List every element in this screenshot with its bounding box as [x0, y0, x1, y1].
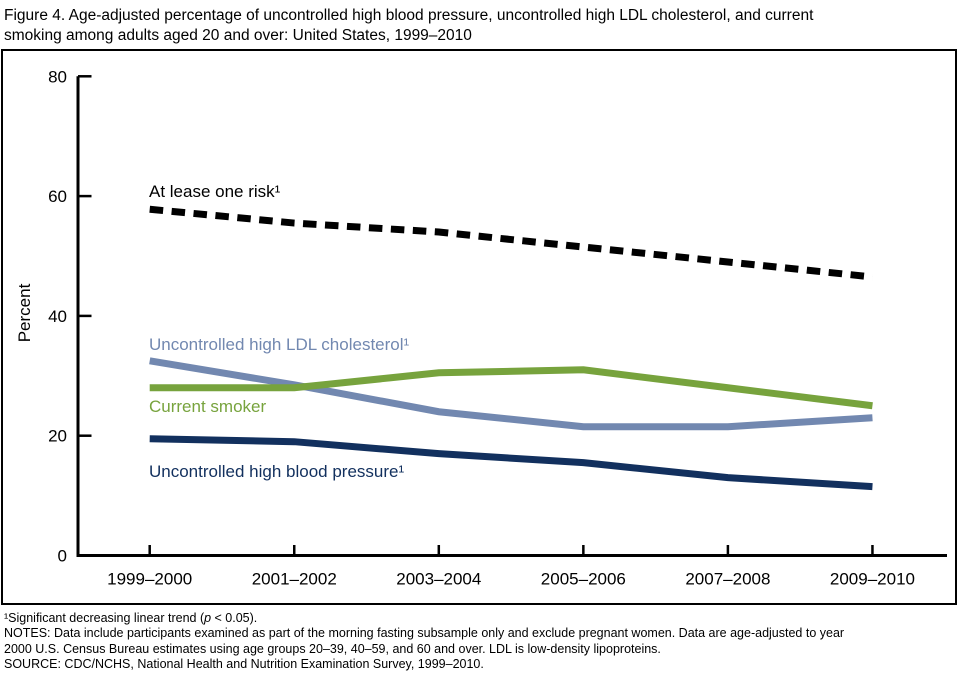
- series-line-uncontrolled-high-blood-pressure: [149, 435, 873, 491]
- footnote-notes-line-1: NOTES: Data include participants examine…: [4, 626, 845, 641]
- y-tick-label: 60: [48, 187, 67, 206]
- footnote-significance-post: < 0.05).: [211, 611, 258, 625]
- x-tick-label: 1999–2000: [107, 570, 192, 589]
- plot-svg: 0 20 40 60 80 1999–2000 2001–2002 2003–2004 2005…: [15, 67, 947, 589]
- y-axis-title: Percent: [15, 283, 34, 342]
- figure-title-line-1: Figure 4. Age-adjusted percentage of unc…: [4, 7, 814, 24]
- y-tick-label: 20: [48, 427, 67, 446]
- y-tick-label: 0: [58, 547, 67, 566]
- x-tick-label: 2009–2010: [830, 570, 915, 589]
- figure-footnotes: ¹Significant decreasing linear trend (p …: [4, 611, 954, 672]
- footnote-significance-p: p: [204, 611, 212, 625]
- chart-frame: 0 20 40 60 80 1999–2000 2001–2002 2003–2004 2005…: [1, 49, 957, 605]
- x-tick-label: 2001–2002: [252, 570, 337, 589]
- series-label-current-smoker: Current smoker: [149, 397, 267, 416]
- x-tick-label: 2003–2004: [396, 570, 481, 589]
- series-line-current-smoker: [149, 366, 873, 410]
- footnote-significance-pre: ¹Significant decreasing linear trend (: [4, 611, 205, 625]
- x-tick-label: 2005–2006: [541, 570, 626, 589]
- series-label-at-lease-one-risk: At lease one risk¹: [149, 182, 281, 201]
- y-tick-label: 40: [48, 307, 67, 326]
- figure-title-line-2: smoking among adults aged 20 and over: U…: [4, 26, 472, 44]
- series-label-uncontrolled-high-blood-pressure: Uncontrolled high blood pressure¹: [149, 462, 405, 481]
- footnote-notes-line-2: 2000 U.S. Census Bureau estimates using …: [4, 641, 661, 656]
- series-line-uncontrolled-high-ldl-cholesterol: [149, 357, 873, 431]
- series-label-uncontrolled-high-ldl-cholesterol: Uncontrolled high LDL cholesterol¹: [149, 335, 410, 354]
- figure-title: Figure 4. Age-adjusted percentage of unc…: [4, 6, 954, 45]
- footnote-significance: ¹Significant decreasing linear trend (p …: [4, 611, 954, 626]
- x-tick-label: 2007–2008: [685, 570, 770, 589]
- y-tick-label: 80: [48, 67, 67, 86]
- footnote-source: SOURCE: CDC/NCHS, National Health and Nu…: [4, 656, 484, 671]
- series-line-at-lease-one-risk: [149, 205, 873, 281]
